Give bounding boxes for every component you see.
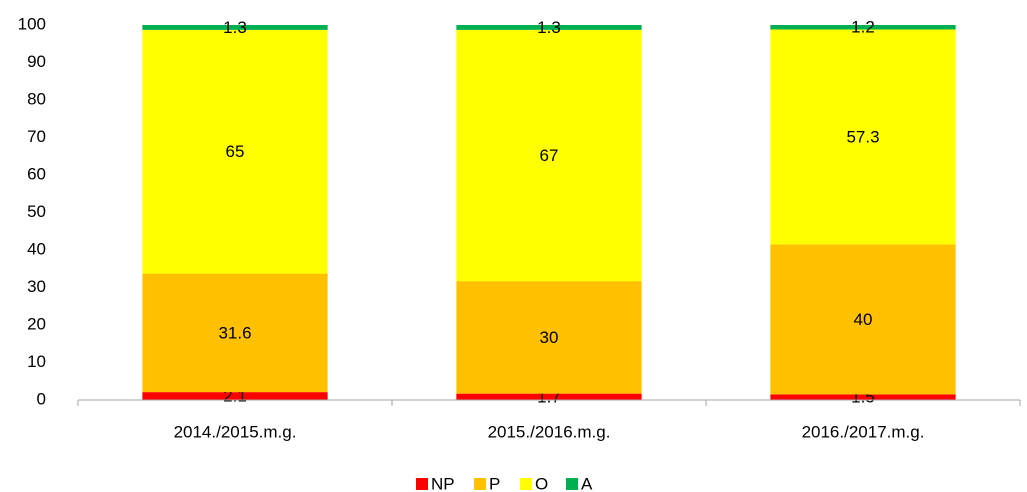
bar-segment (142, 273, 328, 393)
y-tick-label: 50 (27, 202, 46, 221)
legend-swatch (566, 478, 578, 490)
bar-segment (456, 25, 642, 30)
y-tick-label: 30 (27, 277, 46, 296)
legend-swatch (520, 478, 532, 490)
bar-segment (456, 393, 642, 400)
legend-label: A (581, 474, 593, 492)
data-label: 65 (226, 142, 245, 161)
data-label: 57.3 (846, 127, 879, 146)
data-label: 40 (854, 310, 873, 329)
data-label: 1.3 (537, 18, 561, 37)
bar-segment (142, 29, 328, 274)
y-tick-label: 80 (27, 89, 46, 108)
y-tick-label: 40 (27, 239, 46, 258)
bar-segment (770, 25, 956, 30)
legend-label: NP (431, 474, 455, 492)
legend-label: O (535, 474, 548, 492)
bar-segment (770, 244, 956, 395)
data-label: 67 (540, 146, 559, 165)
data-label: 31.6 (218, 323, 251, 342)
data-label: 30 (540, 328, 559, 347)
y-tick-label: 10 (27, 352, 46, 371)
y-tick-label: 90 (27, 52, 46, 71)
y-tick-label: 60 (27, 164, 46, 183)
y-tick-label: 70 (27, 127, 46, 146)
bar-segment (456, 29, 642, 282)
x-tick-label: 2015./2016.m.g. (488, 422, 611, 441)
bar-segment (770, 29, 956, 245)
data-label: 1.3 (223, 18, 247, 37)
bar-segment (770, 394, 956, 400)
legend-label: P (489, 474, 500, 492)
data-label: 1.2 (851, 18, 875, 37)
y-tick-label: 0 (37, 389, 46, 408)
x-tick-label: 2016./2017.m.g. (802, 422, 925, 441)
y-tick-label: 20 (27, 314, 46, 333)
legend-swatch (474, 478, 486, 490)
y-tick-label: 100 (18, 14, 46, 33)
legend-swatch (416, 478, 428, 490)
x-tick-label: 2014./2015.m.g. (174, 422, 297, 441)
bar-segment (142, 25, 328, 30)
bar-segment (456, 281, 642, 394)
bar-segment (142, 392, 328, 400)
